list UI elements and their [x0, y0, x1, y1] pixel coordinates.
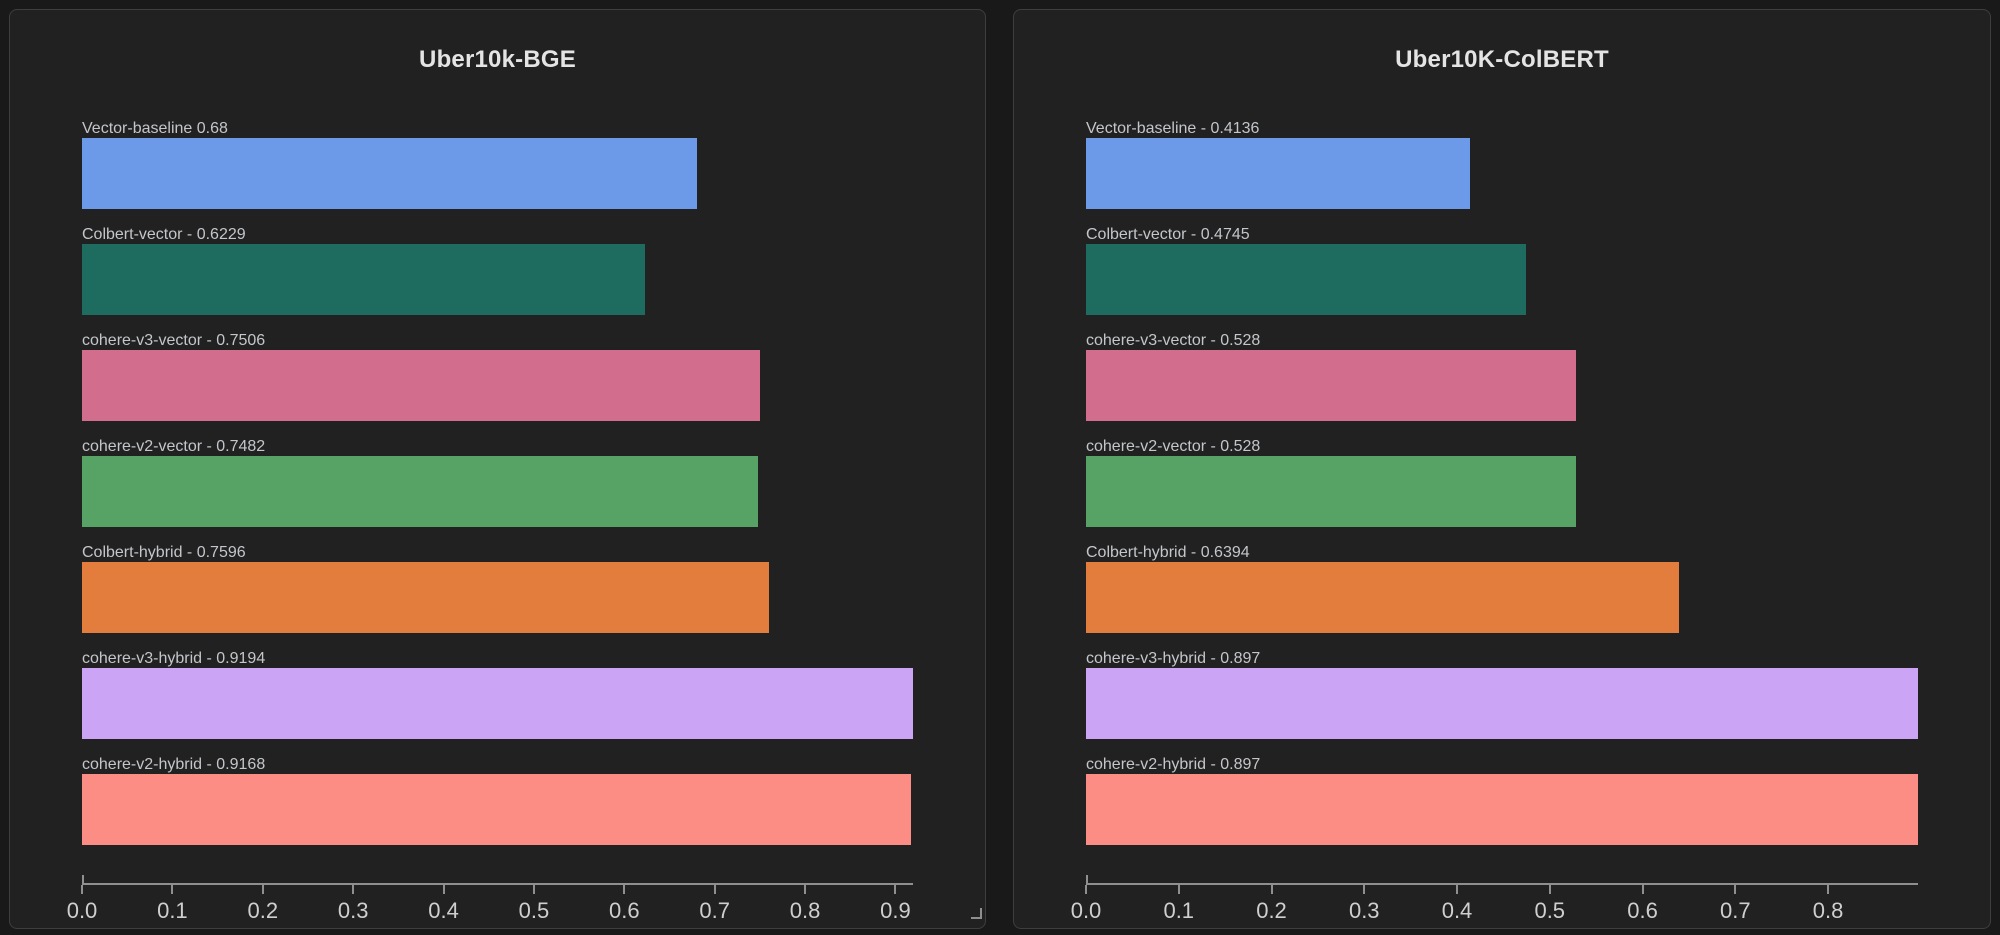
x-axis-tick-label: 0.4	[428, 898, 459, 923]
x-axis-tick-mark	[1827, 885, 1830, 894]
x-axis-tick-mark	[1734, 885, 1737, 894]
x-axis-tick-mark	[352, 885, 355, 894]
x-axis-tick-mark	[1456, 885, 1458, 894]
chart-panel-uber10k-bge: Uber10k-BGE Vector-baseline 0.68 Colbert-…	[9, 9, 986, 929]
x-axis-tick-label: 0.2	[1256, 898, 1287, 923]
bar	[82, 244, 645, 315]
bar-label: cohere-v3-hybrid - 0.9194	[82, 650, 266, 667]
bar	[1086, 562, 1680, 633]
bar-row: cohere-v3-vector - 0.528	[1086, 332, 1918, 438]
x-axis-tick-mark	[171, 885, 174, 894]
axis-line	[1086, 883, 1918, 885]
bar	[82, 456, 759, 527]
x-axis-tick-mark	[894, 885, 897, 894]
bar-label: Colbert-vector - 0.6229	[82, 226, 246, 243]
bar-row: Colbert-hybrid - 0.6394	[1086, 544, 1918, 650]
bar-label: cohere-v2-hybrid - 0.9168	[82, 756, 266, 773]
bar	[82, 138, 697, 209]
x-axis-tick-label: 0.6	[609, 898, 640, 923]
x-axis-tick-label: 0.2	[247, 898, 279, 923]
bar	[1086, 456, 1576, 527]
bar-rows: Vector-baseline - 0.4136 Colbert-vector -…	[1086, 120, 1918, 862]
x-axis-tick-label: 0.8	[789, 898, 821, 923]
bar-label: Colbert-vector - 0.4745	[1086, 226, 1250, 243]
plot-area: Vector-baseline 0.68 Colbert-vector - 0.6…	[67, 120, 913, 928]
plot-area: Vector-baseline - 0.4136 Colbert-vector -…	[1071, 120, 1918, 928]
bar	[82, 774, 911, 845]
x-axis-tick-label: 0.6	[1627, 898, 1658, 923]
bar-label: cohere-v3-vector - 0.528	[1086, 332, 1261, 349]
chart-panel-uber10k-colbert: Uber10K-ColBERT Vector-baseline - 0.4136…	[1013, 9, 1991, 929]
bar	[82, 562, 769, 633]
bar-row: cohere-v2-hybrid - 0.897	[1086, 756, 1918, 862]
chart-title: Uber10K-ColBERT	[1395, 46, 1609, 73]
x-axis-tick-mark	[1363, 885, 1366, 894]
bar	[1086, 244, 1527, 315]
x-axis-tick-mark	[442, 885, 445, 894]
bar-label: Colbert-hybrid - 0.6394	[1086, 544, 1250, 561]
x-axis-tick-mark	[1548, 885, 1551, 894]
x-axis-tick-mark	[623, 885, 626, 894]
x-axis-tick-mark	[1177, 885, 1180, 894]
bar-row: cohere-v3-hybrid - 0.9194	[82, 650, 913, 756]
x-axis-tick-mark	[261, 885, 264, 894]
x-axis-tick-label: 0.1	[1163, 898, 1195, 923]
bar-row: cohere-v3-vector - 0.7506	[82, 332, 913, 438]
x-axis-tick-label: 0.9	[880, 898, 911, 923]
bar-label: cohere-v2-hybrid - 0.897	[1086, 756, 1261, 773]
bar-label: cohere-v3-hybrid - 0.897	[1086, 650, 1261, 667]
bar-row: Vector-baseline 0.68	[82, 120, 913, 226]
bar-row: Vector-baseline - 0.4136	[1086, 120, 1918, 226]
axis-end-cap	[82, 875, 84, 885]
chart-title: Uber10k-BGE	[419, 46, 576, 73]
bar-row: cohere-v2-vector - 0.7482	[82, 438, 913, 544]
x-axis-tick-label: 0.4	[1441, 898, 1473, 923]
bar-label: cohere-v3-vector - 0.7506	[82, 332, 266, 349]
bar	[1086, 138, 1470, 209]
bar-label: Colbert-hybrid - 0.7596	[82, 544, 246, 561]
x-axis-tick-label: 0.3	[1348, 898, 1380, 923]
bar	[82, 668, 913, 739]
bar	[1086, 350, 1576, 421]
bar-row: cohere-v3-hybrid - 0.897	[1086, 650, 1918, 756]
x-axis-tick-label: 0.5	[1534, 898, 1566, 923]
bar-row: Colbert-hybrid - 0.7596	[82, 544, 913, 650]
bar-label: Vector-baseline - 0.4136	[1086, 120, 1260, 137]
bar-label: cohere-v2-vector - 0.7482	[82, 438, 266, 455]
x-axis-tick-label: 0.0	[66, 898, 98, 923]
bar-row: Colbert-vector - 0.6229	[82, 226, 913, 332]
x-axis-tick-mark	[81, 885, 83, 894]
x-axis-tick-label: 0.0	[1070, 898, 1102, 923]
x-axis-tick-mark	[1085, 885, 1087, 894]
bar-label: cohere-v2-vector - 0.528	[1086, 438, 1261, 455]
x-axis-tick-label: 0.7	[1719, 898, 1751, 923]
bar-rows: Vector-baseline 0.68 Colbert-vector - 0.6…	[82, 120, 913, 862]
axis-end-cap	[1086, 875, 1088, 885]
x-axis-tick-mark	[532, 885, 535, 894]
x-axis: 0.0 0.1 0.2 0.3 0.4 0.5 0.6 0.7 0.8 0.9	[67, 862, 913, 934]
x-axis-tick-mark	[1270, 885, 1273, 894]
bar-row: cohere-v2-hybrid - 0.9168	[82, 756, 913, 862]
bar-label: Vector-baseline 0.68	[82, 120, 228, 137]
bar-row: cohere-v2-vector - 0.528	[1086, 438, 1918, 544]
x-axis-tick-mark	[1641, 885, 1644, 894]
x-axis-tick-label: 0.1	[157, 898, 188, 923]
x-axis-tick-label: 0.3	[337, 898, 369, 923]
x-axis-tick-mark	[804, 885, 807, 894]
axis-line	[82, 883, 913, 885]
x-axis-tick-mark	[713, 885, 716, 894]
bar	[82, 350, 761, 421]
x-axis-tick-label: 0.5	[518, 898, 550, 923]
bar	[1086, 774, 1918, 845]
x-axis-tick-label: 0.8	[1812, 898, 1844, 923]
x-axis-tick-label: 0.7	[699, 898, 730, 923]
bar	[1086, 668, 1918, 739]
resize-handle-icon[interactable]	[971, 908, 982, 919]
bar-row: Colbert-vector - 0.4745	[1086, 226, 1918, 332]
x-axis: 0.0 0.1 0.2 0.3 0.4 0.5 0.6 0.7 0.8	[1071, 862, 1918, 934]
